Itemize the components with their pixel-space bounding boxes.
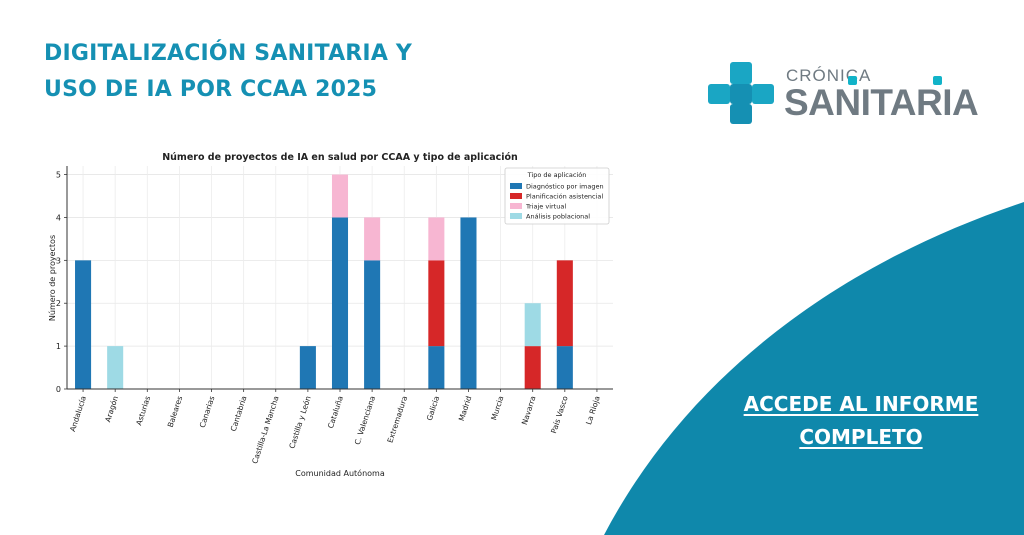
x-tick-label: Cantabria [229,395,249,433]
bar-segment [428,260,445,347]
x-tick-label: Castilla-La Mancha [250,395,280,465]
y-tick-label: 0 [56,385,61,394]
bar-segment [428,217,445,261]
legend-label: Análisis poblacional [526,213,590,221]
bar-segment [556,346,573,389]
x-tick-label: Castilla y León [287,395,313,450]
legend-box [504,167,610,225]
cta-line-1: ACCEDE AL INFORME [743,392,979,416]
x-tick-label: Extremadura [386,395,410,444]
legend-swatch [510,183,522,189]
logo-accent-dot [848,76,857,85]
bar-segment [428,346,445,389]
logo-cross-icon [708,62,774,124]
bar-segment [364,260,381,389]
x-tick-label: C. Valenciana [353,395,377,446]
y-tick-label: 4 [56,213,61,222]
bar-segment [107,346,124,389]
x-tick-label: Asturias [134,395,152,427]
headline-line-2: USO DE IA POR CCAA 2025 [44,77,378,102]
chart-bars [75,174,573,389]
bar-segment [460,217,477,389]
y-tick-label: 3 [56,256,61,265]
projects-bar-chart: Número de proyectos de IA en salud por C… [48,152,613,478]
x-tick-label: Aragón [103,395,120,424]
x-tick-label: País Vasco [549,394,570,434]
logo-text-main: SANITARIA [784,82,979,123]
x-axis-label: Comunidad Autónoma [295,468,385,478]
legend-label: Triaje virtual [525,203,566,211]
bar-segment [556,260,573,347]
bar-segment [524,303,541,347]
blue-wave-shape [604,202,1024,535]
chart-legend: Tipo de aplicación Diagnóstico por imagen… [504,167,610,225]
bar-segment [524,346,541,389]
legend-swatch [510,193,522,199]
legend-swatch [510,203,522,209]
x-tick-label: Murcia [489,395,505,422]
legend-label: Planificación asistencial [526,193,603,201]
legend-title: Tipo de aplicación [527,171,587,179]
bar-segment [75,260,92,389]
x-tick-label: Cataluña [326,395,345,430]
x-tick-label: Andalucía [68,395,88,433]
bar-segment [331,217,349,389]
chart-title: Número de proyectos de IA en salud por C… [162,152,518,163]
legend-label: Diagnóstico por imagen [526,183,604,191]
x-tick-label: Navarra [520,395,538,426]
headline-line-1: DIGITALIZACIÓN SANITARIA Y [44,41,413,66]
page-headline: DIGITALIZACIÓN SANITARIA Y USO DE IA POR… [44,36,504,108]
logo-accent-dot [933,76,942,85]
access-report-link[interactable]: ACCEDE AL INFORME COMPLETO [700,388,1022,454]
bar-segment [299,346,316,389]
y-tick-label: 1 [56,342,61,351]
legend-swatch [510,213,522,219]
y-tick-label: 2 [56,299,61,308]
bar-segment [331,174,349,218]
y-axis-label: Número de proyectos [48,235,57,321]
x-tick-label: Madrid [457,395,474,423]
x-tick-label: Baleares [166,395,185,429]
y-tick-label: 5 [56,171,61,180]
x-tick-label: Galicia [425,395,441,422]
x-tick-label: Canarias [198,395,217,429]
cta-line-2: COMPLETO [799,425,923,449]
cronica-sanitaria-logo[interactable]: CRÓNICA SANITARIA [708,62,979,124]
x-tick-label: La Rioja [584,395,602,426]
bar-segment [364,217,381,261]
